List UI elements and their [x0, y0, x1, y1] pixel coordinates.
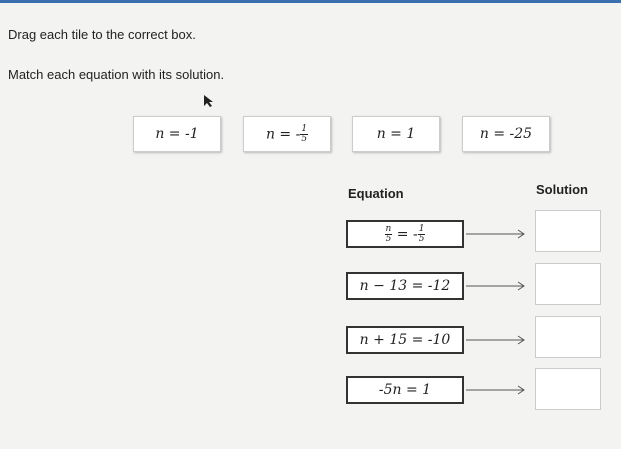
solution-drop-box[interactable] [535, 368, 601, 410]
solution-header: Solution [536, 182, 588, 197]
math-text: n = -1 [155, 126, 199, 142]
equation-box: n + 15 = -10 [346, 326, 464, 354]
equation-box: -5n = 1 [346, 376, 464, 404]
instruction: Drag each tile to the correct box. [8, 27, 196, 42]
math-text: n + 15 = -10 [359, 332, 451, 348]
arrow [466, 281, 525, 291]
denominator: 5 [418, 233, 425, 244]
cursor [204, 95, 213, 107]
equation-header: Equation [348, 186, 404, 201]
solution-drop-box[interactable] [535, 263, 601, 305]
arrow [466, 335, 525, 345]
denominator: 5 [301, 133, 308, 144]
math-text: n = -25 [479, 126, 533, 142]
math-expression: n = -1 [155, 126, 198, 142]
prompt: Match each equation with its solution. [8, 67, 225, 82]
numerator: 1 [300, 123, 309, 135]
arrow [466, 229, 525, 239]
math-expression: n + 15 = -10 [360, 332, 451, 348]
solution-drop-box[interactable] [535, 316, 601, 358]
math-expression: n = 1 [377, 126, 416, 142]
solution-drop-box[interactable] [535, 210, 601, 252]
numerator: n [384, 223, 393, 235]
math-text: -5n = 1 [378, 382, 432, 398]
math-expression: -5n = 1 [379, 382, 431, 398]
numerator: 1 [417, 223, 426, 235]
math-text: = - [392, 226, 418, 242]
answer-tile[interactable]: n = 1 [352, 116, 440, 152]
denominator: 5 [385, 233, 392, 244]
arrow [466, 385, 525, 395]
equation-box: n − 13 = -12 [346, 272, 464, 300]
math-expression: n − 13 = -12 [360, 278, 451, 294]
math-text: n = - [265, 126, 301, 142]
top-bar [0, 0, 621, 3]
math-text: n = 1 [376, 126, 416, 142]
answer-tile[interactable]: n = -1 [133, 116, 221, 152]
math-text: n − 13 = -12 [359, 278, 451, 294]
math-expression: n = -25 [480, 126, 532, 142]
answer-tile[interactable]: n = -25 [462, 116, 550, 152]
